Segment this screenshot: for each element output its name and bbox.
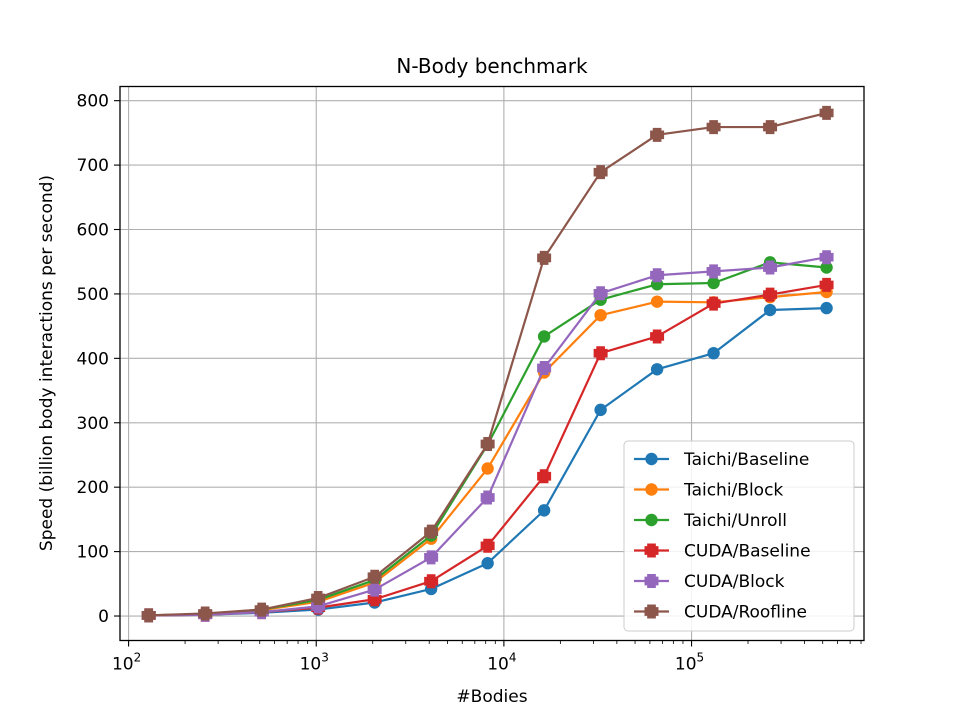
data-point [820, 301, 833, 315]
data-point [707, 276, 720, 290]
legend-entry: CUDA/Baseline [634, 542, 811, 562]
y-tick-label: 0 [98, 607, 109, 627]
y-tick-label: 700 [77, 156, 109, 176]
data-point [819, 250, 834, 265]
legend-label: Taichi/Unroll [683, 511, 787, 531]
legend-entry: Taichi/Unroll [634, 511, 787, 531]
data-point [594, 403, 607, 417]
data-point [644, 604, 659, 619]
grid-lines [120, 86, 864, 641]
legend-label: CUDA/Roofline [684, 603, 807, 623]
data-point [650, 268, 665, 283]
legend-entry: Taichi/Block [634, 481, 783, 501]
data-point [593, 286, 608, 301]
series-layer [141, 105, 834, 623]
data-point [424, 524, 439, 539]
data-point [198, 606, 213, 621]
data-point [593, 165, 608, 180]
legend-box [623, 440, 855, 632]
data-point [537, 250, 552, 265]
data-point [537, 469, 552, 484]
data-point [367, 569, 382, 584]
x-tick-base: 10 [487, 655, 509, 675]
legend-label: CUDA/Baseline [684, 542, 811, 562]
data-point [650, 295, 664, 308]
y-tick-label: 600 [77, 221, 109, 241]
data-point [480, 538, 495, 553]
x-tick-label: 102 [112, 651, 141, 675]
data-point [644, 574, 659, 588]
y-tick-label: 400 [77, 349, 109, 369]
data-point [645, 452, 658, 466]
legend-entry: CUDA/Block [634, 572, 785, 592]
data-point [650, 363, 664, 376]
data-point [480, 490, 495, 505]
legend-label: Taichi/Block [683, 481, 783, 501]
data-point [593, 346, 608, 361]
y-tick-label: 500 [77, 285, 109, 305]
series-cuda-roofline [141, 105, 834, 623]
data-point [644, 543, 659, 558]
x-tick-base: 10 [300, 655, 322, 675]
data-point [763, 303, 777, 317]
data-point [707, 346, 720, 360]
data-point [367, 582, 382, 597]
x-tick-exponent: 2 [134, 651, 142, 665]
legend-label: CUDA/Block [684, 572, 785, 592]
data-point [706, 264, 721, 279]
legend-entry: Taichi/Baseline [634, 450, 809, 470]
x-axis-label: #Bodies [456, 687, 527, 707]
data-point [820, 261, 833, 274]
data-point [706, 296, 721, 311]
y-tick-label: 100 [77, 543, 109, 563]
data-point [763, 120, 778, 135]
data-point [254, 602, 269, 617]
data-point [480, 437, 495, 452]
y-tick-label: 300 [77, 414, 109, 434]
legend: Taichi/Baseline Taichi/Block Taichi/Unroll… [623, 440, 855, 632]
x-tick-label: 105 [675, 651, 704, 675]
legend-label: Taichi/Baseline [683, 450, 809, 470]
data-point [537, 361, 552, 376]
data-point [424, 550, 439, 565]
data-point [645, 483, 658, 496]
y-tick-label: 200 [77, 478, 109, 498]
data-point [141, 608, 156, 623]
x-tick-exponent: 4 [509, 651, 517, 665]
data-point [424, 574, 439, 589]
data-point [763, 287, 778, 302]
x-tick-base: 10 [675, 655, 697, 675]
data-point [481, 462, 494, 475]
data-point [819, 277, 834, 292]
data-point [537, 330, 551, 343]
data-point [706, 120, 721, 135]
y-tick-label: 800 [77, 92, 109, 112]
data-point [594, 308, 607, 322]
x-tick-label: 103 [300, 651, 329, 675]
data-point [650, 127, 665, 142]
y-axis-label: Speed (billion body interactions per sec… [37, 175, 57, 551]
data-point [763, 260, 778, 275]
x-tick-label: 104 [487, 651, 516, 675]
data-point [311, 590, 326, 605]
data-point [481, 556, 494, 570]
x-tick-exponent: 3 [321, 651, 329, 665]
data-point [537, 504, 551, 517]
data-point [645, 513, 658, 527]
x-tick-base: 10 [112, 655, 134, 675]
plot-frame [119, 85, 865, 642]
data-point [650, 329, 665, 344]
x-tick-exponent: 5 [697, 651, 705, 665]
chart-title: N-Body benchmark [396, 54, 588, 78]
data-point [819, 105, 834, 120]
legend-entry: CUDA/Roofline [634, 603, 807, 623]
